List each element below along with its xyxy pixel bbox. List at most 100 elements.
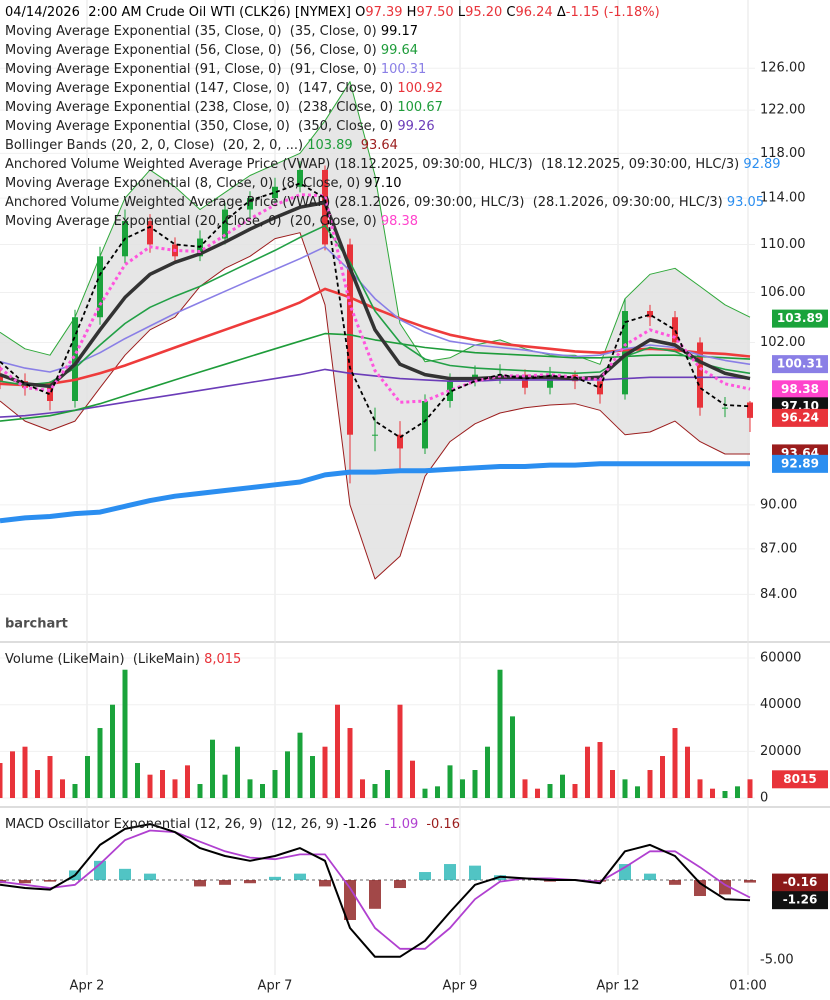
price-badge	[772, 770, 828, 789]
y-tick-label: 126.00	[760, 61, 806, 76]
x-tick-label: Apr 12	[596, 979, 639, 994]
volume-bar	[272, 770, 278, 799]
header-part: H	[403, 5, 417, 20]
candle-body	[0, 374, 3, 382]
price-badge-label: 100.31	[777, 357, 823, 371]
y-tick-label: 40000	[760, 697, 801, 712]
volume-bar	[335, 704, 340, 799]
indicator-line	[0, 182, 751, 439]
histogram-bar	[744, 880, 756, 883]
price-badge-label: 96.24	[781, 410, 819, 424]
y-tick-label: 87.00	[760, 541, 797, 556]
header: 04/14/2026 2:00 AM Crude Oil WTI (CLK26)…	[5, 5, 660, 20]
volume-bar	[447, 765, 453, 799]
legend-text: Anchored Volume Weighted Average Price (…	[5, 195, 727, 210]
histogram-bar	[369, 880, 381, 909]
volume-bar	[722, 791, 728, 799]
price-badge	[772, 309, 828, 328]
header-part: Δ	[553, 5, 566, 20]
legend-entry: Moving Average Exponential (35, Close, 0…	[5, 24, 418, 39]
volume-bar	[660, 756, 665, 799]
header-part: C	[502, 5, 515, 20]
candle-body	[97, 256, 103, 318]
volume-bar	[260, 784, 265, 799]
legend-entry: Moving Average Exponential (8, Close, 0)…	[5, 176, 402, 191]
y-tick-label: 0	[760, 791, 768, 806]
histogram-bar	[194, 880, 206, 887]
volume-bar	[360, 779, 365, 799]
volume-bar	[22, 746, 28, 799]
histogram-bar	[444, 864, 456, 881]
y-tick-label: 110.00	[760, 237, 806, 252]
x-tick-label: 01:00	[729, 979, 766, 994]
x-tick-label: Apr 2	[70, 979, 105, 994]
y-tick-label: 102.00	[760, 335, 806, 350]
volume-bar	[435, 786, 440, 799]
candle-body	[272, 186, 278, 199]
legend-value: 98.38	[381, 214, 418, 229]
candle-body	[72, 317, 78, 401]
candle-body	[447, 381, 453, 401]
candle-body	[672, 317, 678, 343]
candle-body	[722, 407, 728, 409]
indicator-line	[0, 193, 751, 404]
candle-body	[622, 311, 628, 395]
volume-bar	[235, 746, 240, 799]
x-tick-label: Apr 9	[443, 979, 478, 994]
indicator-line	[0, 461, 750, 524]
candle-body	[222, 209, 228, 239]
volume-bar	[172, 779, 178, 799]
price-badge-label: -1.26	[783, 893, 818, 907]
legend-text: Moving Average Exponential (350, Close, …	[5, 119, 397, 134]
volume-bar	[485, 746, 490, 799]
histogram-bar	[644, 873, 656, 881]
volume-bar	[72, 784, 78, 799]
indicator-line	[0, 246, 751, 373]
y-tick-label: 106.00	[760, 285, 806, 300]
legend-value: -1.09	[385, 817, 419, 832]
candle-body	[747, 402, 753, 418]
y-tick-label: 90.00	[760, 497, 797, 512]
volume-bar	[10, 751, 15, 799]
candle-body	[397, 434, 403, 449]
volume-bar	[347, 728, 353, 799]
histogram-bar	[319, 880, 331, 887]
volume-bar	[572, 784, 578, 799]
volume-bar	[510, 716, 515, 799]
y-tick-label: 122.00	[760, 103, 806, 118]
legend-value: 103.89	[307, 138, 353, 153]
legend-entry: Anchored Volume Weighted Average Price (…	[5, 157, 781, 172]
volume-bar	[597, 742, 603, 799]
header-part: 97.50	[416, 5, 453, 20]
volume-bar	[397, 704, 403, 799]
volume-bar	[35, 770, 40, 799]
histogram-bar	[294, 873, 306, 881]
header-part: O	[355, 5, 365, 20]
price-badge	[772, 408, 828, 427]
legend-text: Anchored Volume Weighted Average Price (…	[5, 157, 743, 172]
volume-bar	[472, 770, 478, 799]
watermark: barchart	[5, 617, 68, 632]
volume-bar	[735, 786, 740, 799]
header-part: 96.24	[516, 5, 553, 20]
histogram-bar	[119, 868, 131, 881]
indicator-line	[0, 287, 751, 387]
histogram-bar	[469, 865, 481, 881]
legend-value: 99.64	[381, 43, 418, 58]
volume-bar	[85, 756, 90, 799]
legend-text: Volume (LikeMain) (LikeMain)	[5, 652, 204, 667]
histogram-bar	[244, 880, 256, 884]
volume-bar	[147, 774, 153, 799]
volume-bar	[135, 763, 140, 799]
histogram-bar	[144, 873, 156, 881]
legend-value: 99.26	[397, 119, 434, 134]
volume-bar	[585, 746, 590, 799]
volume-bar	[0, 763, 3, 799]
volume-bar	[372, 784, 378, 799]
legend-value: 8,015	[204, 652, 241, 667]
volume-bar	[747, 779, 753, 799]
legend-value: 97.10	[364, 176, 401, 191]
legend-value: -1.26	[343, 817, 377, 832]
